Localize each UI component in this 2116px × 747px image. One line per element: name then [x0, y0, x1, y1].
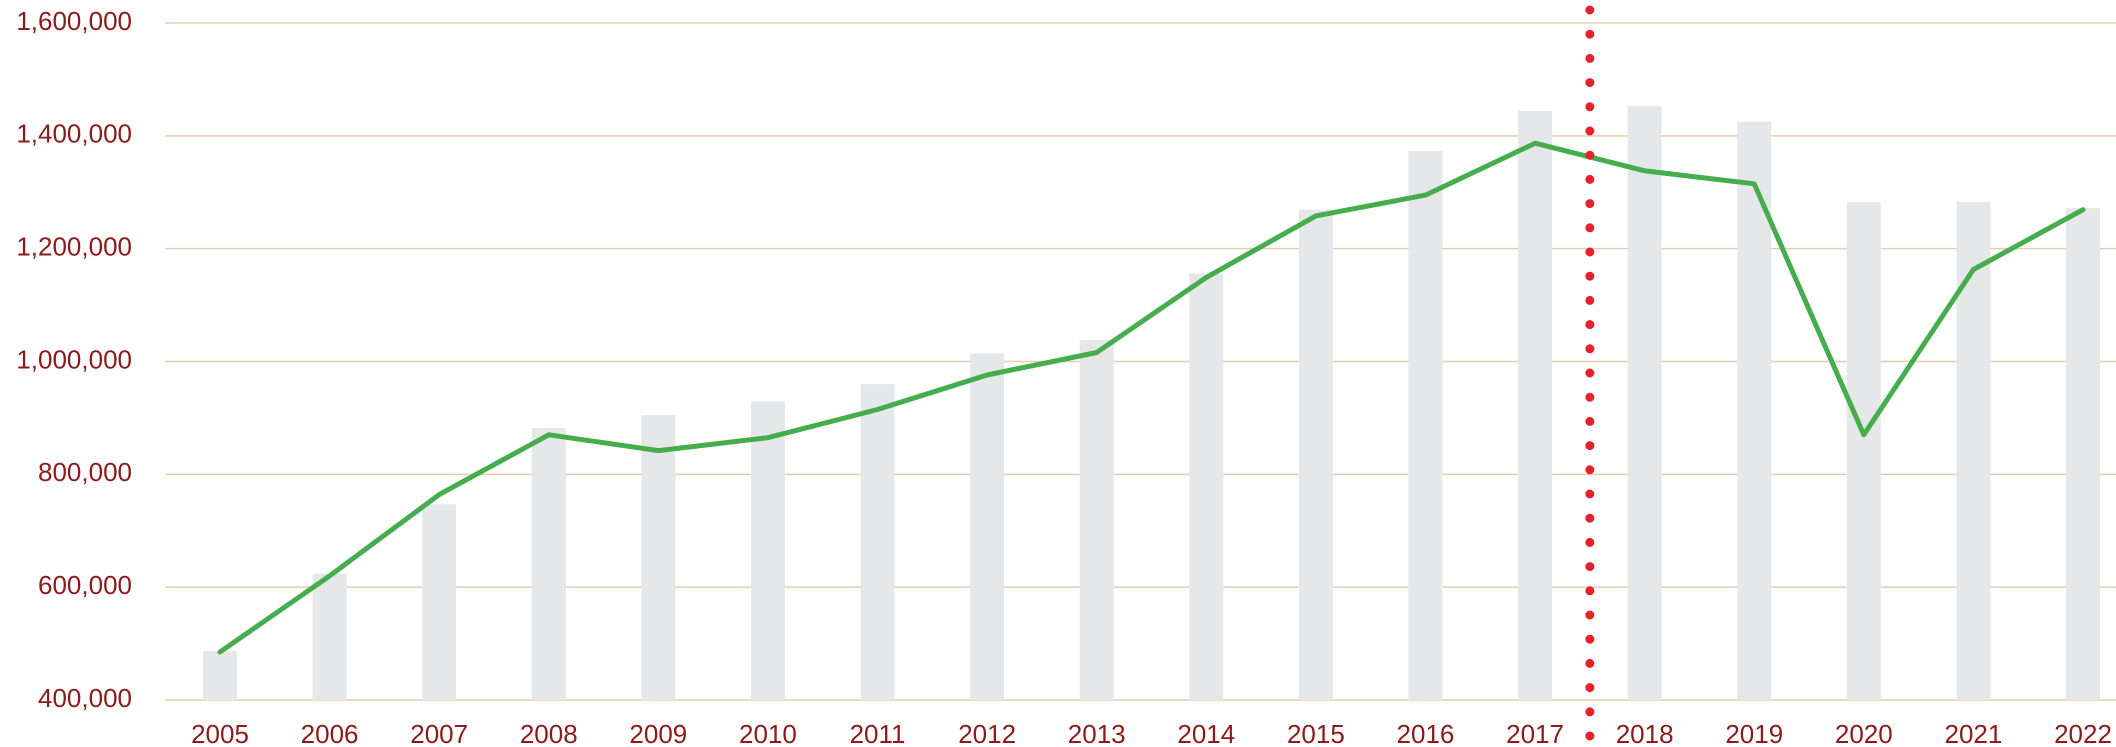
x-tick-label: 2017: [1506, 719, 1564, 747]
line: [217, 140, 2086, 655]
bar: [1298, 209, 1333, 700]
bar: [641, 415, 676, 700]
y-tick-label: 1,000,000: [16, 344, 132, 374]
bar: [203, 650, 237, 700]
bar: [1189, 273, 1224, 700]
bar: [531, 428, 566, 700]
x-tick-label: 2021: [1944, 719, 2002, 747]
x-tick-label: 2020: [1835, 719, 1893, 747]
x-tick-label: 2016: [1397, 719, 1455, 747]
bar: [1079, 340, 1114, 700]
y-tick-label: 600,000: [38, 570, 132, 600]
x-tick-label: 2009: [629, 719, 687, 747]
x-tick-label: 2008: [520, 719, 578, 747]
bar: [1518, 111, 1553, 700]
bar: [1627, 105, 1662, 701]
x-tick-label: 2010: [739, 719, 797, 747]
y-tick-label: 1,200,000: [16, 232, 132, 262]
x-tick-label: 2012: [958, 719, 1016, 747]
x-tick-label: 2006: [301, 719, 359, 747]
bar: [970, 353, 1005, 700]
x-tick-label: 2014: [1177, 719, 1235, 747]
x-tick-label: 2022: [2054, 719, 2112, 747]
x-tick-label: 2013: [1068, 719, 1126, 747]
y-tick-label: 1,600,000: [16, 6, 132, 36]
bar: [860, 384, 895, 700]
x-tick-label: 2011: [850, 719, 906, 747]
x-tick-label: 2015: [1287, 719, 1345, 747]
bar: [1956, 201, 1991, 701]
x-tick-label: 2005: [191, 719, 249, 747]
y-tick-label: 400,000: [38, 683, 132, 713]
x-tick-label: 2018: [1616, 719, 1674, 747]
x-tick-label: 2007: [410, 719, 468, 747]
bar: [1737, 121, 1772, 700]
x-tick-label: 2019: [1725, 719, 1783, 747]
bar: [312, 573, 347, 700]
y-tick-label: 1,400,000: [16, 119, 132, 149]
bar: [1846, 201, 1881, 701]
bar: [422, 504, 457, 700]
y-tick-label: 800,000: [38, 457, 132, 487]
bar: [750, 401, 785, 700]
bar: [2066, 208, 2100, 700]
bar: [1408, 151, 1443, 701]
